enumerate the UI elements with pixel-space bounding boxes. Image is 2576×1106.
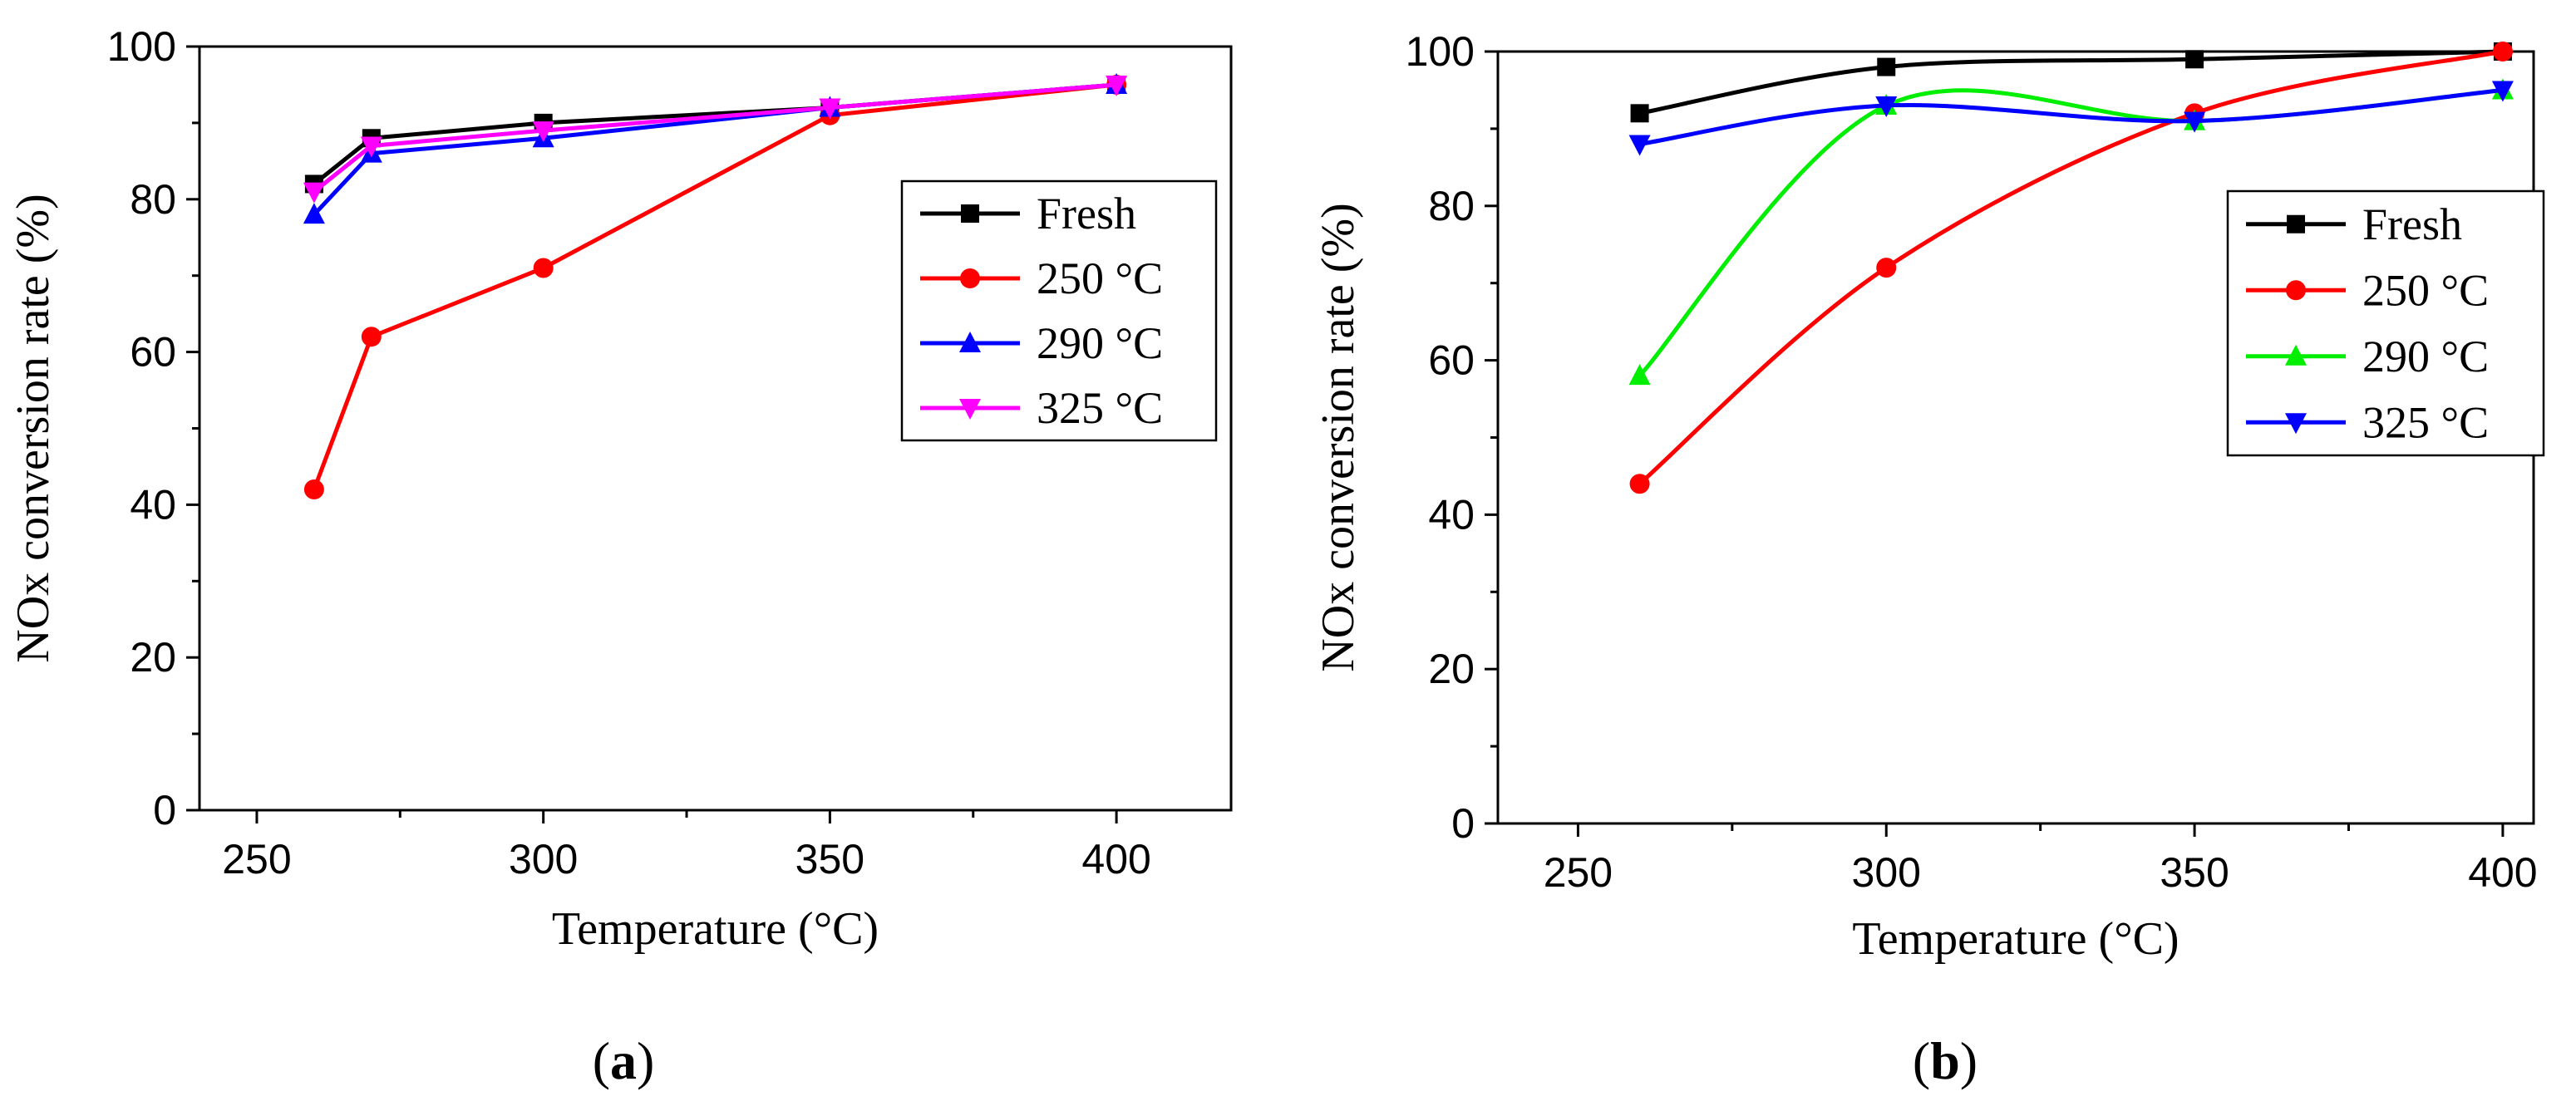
legend-marker-325-c (2285, 413, 2307, 435)
legend-label-290-c: 290 °C (2362, 332, 2489, 381)
y-tick-label: 100 (107, 23, 176, 70)
y-tick-label: 20 (1428, 646, 1475, 692)
x-tick-label: 400 (1081, 836, 1150, 882)
data-point-325-c (532, 121, 554, 143)
series-line-250-c (1638, 49, 2504, 486)
legend-marker-325-c (959, 399, 981, 420)
data-point-325-c (1106, 75, 1128, 96)
legend-label-250-c: 250 °C (1037, 253, 1163, 303)
legend-label-290-c: 290 °C (1037, 318, 1163, 368)
data-point-fresh (1630, 104, 1649, 123)
y-axis-title: NOx conversion rate (%) (7, 194, 59, 662)
panel-caption: (a) (593, 1031, 655, 1090)
data-point-325-c (1628, 135, 1651, 156)
y-tick-label: 20 (130, 634, 176, 681)
x-tick-label: 250 (1544, 849, 1613, 896)
data-point-290-c (1628, 364, 1651, 386)
legend-label-325-c: 325 °C (2362, 397, 2489, 447)
legend-box (900, 179, 1218, 442)
data-point-250-c (533, 258, 554, 278)
data-point-250-c (1876, 258, 1897, 278)
x-tick-label: 250 (222, 836, 291, 882)
legend-marker-fresh (961, 204, 979, 223)
x-tick-label: 300 (1852, 849, 1921, 896)
series-line-fresh (1639, 49, 2503, 116)
data-point-250-c (361, 327, 382, 347)
y-tick-label: 80 (1428, 183, 1475, 229)
y-tick-label: 80 (130, 176, 176, 223)
x-tick-label: 350 (2160, 849, 2229, 896)
x-tick-label: 350 (795, 836, 864, 882)
data-point-250-c (2492, 42, 2513, 61)
x-axis-title: Temperature (°C) (552, 903, 879, 955)
legend-marker-250-c (960, 268, 980, 288)
data-point-325-c (360, 136, 382, 158)
data-point-325-c (819, 98, 841, 120)
legend-marker-250-c (2286, 280, 2306, 301)
x-tick-label: 400 (2468, 849, 2537, 896)
y-tick-label: 100 (1406, 28, 1475, 75)
y-tick-label: 40 (130, 481, 176, 528)
legend-box (2226, 189, 2545, 457)
y-axis-title: NOx conversion rate (%) (1313, 203, 1364, 671)
x-axis-title: Temperature (°C) (1852, 913, 2179, 965)
chart-panel-a: 0 20 40 60 80 100 250 300 350 400 Temperature (°C)… (7, 23, 1233, 1090)
y-tick-label: 60 (130, 329, 176, 376)
legend-marker-fresh (2287, 214, 2305, 233)
y-tick-label: 40 (1428, 491, 1475, 538)
data-point-250-c (1629, 474, 1650, 494)
data-point-325-c (1875, 96, 1898, 118)
legend-label-250-c: 250 °C (2362, 265, 2489, 315)
x-tick-label: 300 (509, 836, 578, 882)
data-point-290-c (303, 203, 325, 224)
data-point-fresh (1877, 57, 1896, 76)
data-point-fresh (2185, 50, 2204, 69)
panel-caption: (b) (1913, 1031, 1978, 1090)
data-point-250-c (303, 479, 324, 500)
legend-label-fresh: Fresh (1037, 189, 1136, 238)
chart-panel-b: 0 20 40 60 80 100 250 300 350 400 Temperature (°C)… (1313, 28, 2545, 1090)
y-tick-label: 0 (1451, 800, 1475, 847)
data-point-325-c (303, 182, 325, 204)
data-point-325-c (2184, 111, 2206, 133)
y-tick-label: 0 (153, 787, 176, 833)
y-tick-label: 60 (1428, 337, 1475, 384)
series-line-325-c (1639, 87, 2504, 146)
legend-label-fresh: Fresh (2362, 199, 2462, 249)
legend-marker-290-c (959, 332, 981, 352)
legend-label-325-c: 325 °C (1037, 383, 1163, 433)
legend-marker-290-c (2285, 344, 2307, 366)
data-point-325-c (2491, 81, 2514, 102)
